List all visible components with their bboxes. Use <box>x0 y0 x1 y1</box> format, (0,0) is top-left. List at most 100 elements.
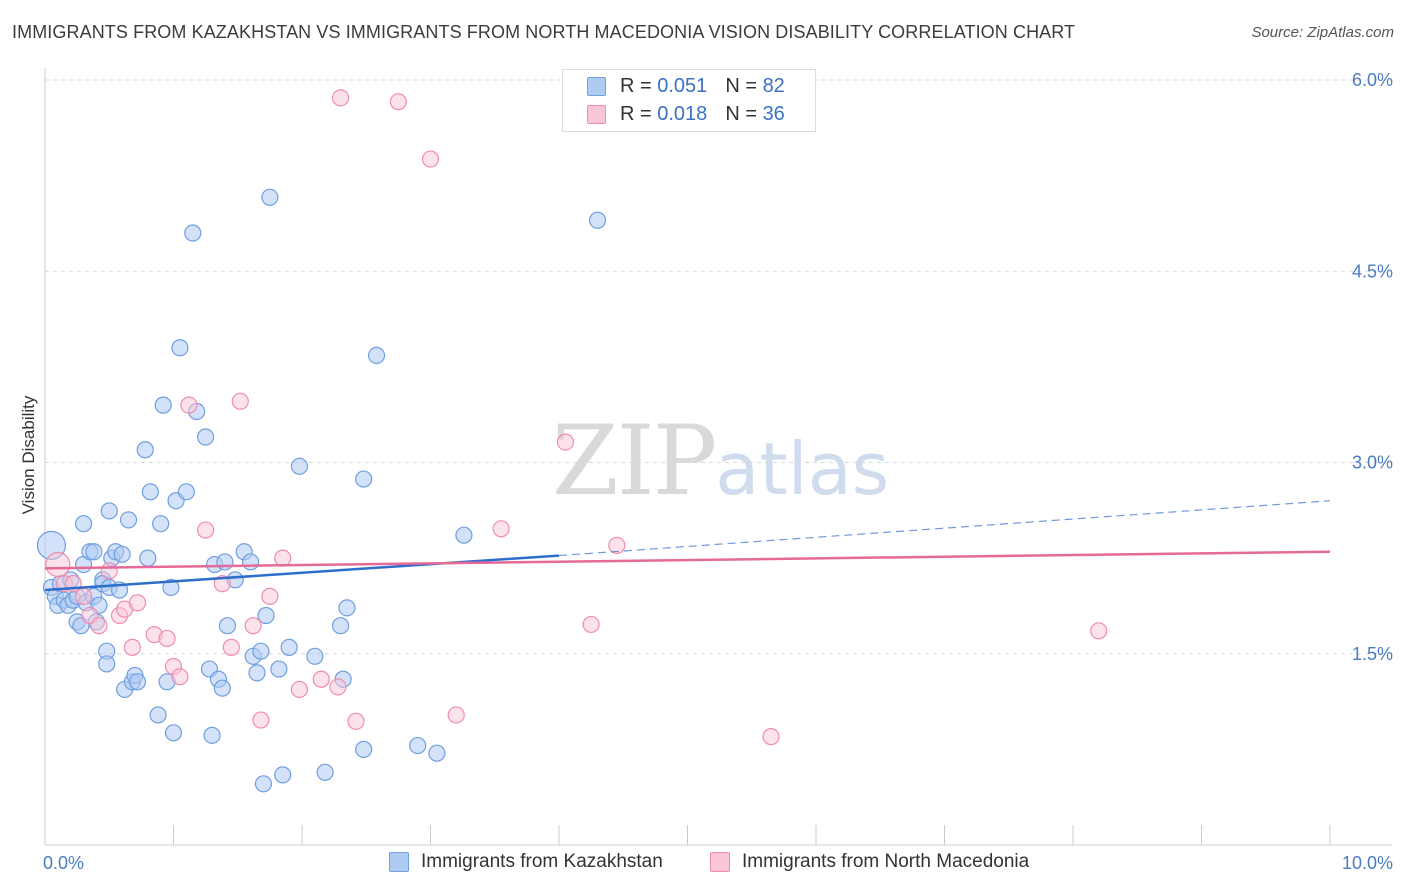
trend-line-kazakhstan-extension <box>558 500 1331 557</box>
data-point-kazakhstan <box>184 224 202 242</box>
data-point-north-macedonia <box>123 638 141 656</box>
data-point-kazakhstan <box>152 515 170 533</box>
data-point-kazakhstan <box>100 502 118 520</box>
data-point-north-macedonia <box>231 392 249 410</box>
legend-item-north-macedonia[interactable]: Immigrants from North Macedonia <box>710 851 1029 873</box>
x-tick-label: 0.0% <box>43 853 84 873</box>
data-point-kazakhstan <box>257 606 275 625</box>
data-point-north-macedonia <box>74 587 93 605</box>
data-point-kazakhstan <box>171 339 189 357</box>
legend-n-value: 82 <box>762 74 785 97</box>
data-point-kazakhstan <box>355 740 373 758</box>
data-point-north-macedonia <box>100 562 118 580</box>
data-point-north-macedonia <box>274 549 292 567</box>
data-point-kazakhstan <box>270 660 288 678</box>
chart-title: IMMIGRANTS FROM KAZAKHSTAN VS IMMIGRANTS… <box>12 22 1076 42</box>
data-point-north-macedonia <box>608 536 626 554</box>
data-point-north-macedonia <box>762 728 780 746</box>
data-point-kazakhstan <box>162 578 180 597</box>
data-point-kazakhstan <box>252 642 270 660</box>
data-point-north-macedonia <box>389 93 407 111</box>
legend-swatch-pink <box>710 852 730 872</box>
data-point-kazakhstan <box>128 673 147 691</box>
data-point-north-macedonia <box>492 520 510 538</box>
legend-item-kazakhstan[interactable]: Immigrants from Kazakhstan <box>389 851 663 873</box>
source-label: Source: ZipAtlas.com <box>1251 24 1394 41</box>
series-kazakhstan-points <box>36 188 607 793</box>
trend-lines <box>44 500 1331 592</box>
y-axis-title: Vision Disability <box>19 395 38 514</box>
data-point-kazakhstan <box>331 617 350 635</box>
data-point-north-macedonia <box>171 668 189 686</box>
legend-label-north-macedonia: Immigrants from North Macedonia <box>742 851 1030 872</box>
data-point-kazakhstan <box>85 543 103 561</box>
data-point-kazakhstan <box>409 736 427 755</box>
trend-line-north-macedonia <box>44 550 1331 570</box>
data-point-kazakhstan <box>154 396 172 414</box>
data-point-north-macedonia <box>447 706 465 724</box>
legend-n-label: N = <box>725 102 757 125</box>
data-point-north-macedonia <box>312 670 330 688</box>
data-point-north-macedonia <box>1090 622 1108 640</box>
correlation-legend: R = 0.051 N = 82 R = 0.018 N = 36 <box>562 69 816 132</box>
legend-label-kazakhstan: Immigrants from Kazakhstan <box>421 851 663 872</box>
data-point-kazakhstan <box>242 553 260 571</box>
data-point-north-macedonia <box>261 587 279 605</box>
data-point-north-macedonia <box>582 615 600 634</box>
data-point-kazakhstan <box>136 441 154 459</box>
y-tick-label: 3.0% <box>1352 453 1393 473</box>
data-point-kazakhstan <box>149 706 167 724</box>
data-point-kazakhstan <box>455 526 473 544</box>
data-point-kazakhstan <box>428 744 446 762</box>
data-point-kazakhstan <box>216 553 234 571</box>
data-point-north-macedonia <box>329 678 347 696</box>
data-point-north-macedonia <box>331 89 350 107</box>
data-point-north-macedonia <box>128 594 147 612</box>
legend-swatch-pink <box>587 104 606 124</box>
data-point-kazakhstan <box>248 664 266 682</box>
axes <box>44 68 1392 846</box>
data-point-north-macedonia <box>45 551 71 578</box>
data-point-north-macedonia <box>90 617 108 635</box>
data-point-kazakhstan <box>274 766 292 784</box>
data-point-kazakhstan <box>316 763 334 781</box>
x-tick-label: 10.0% <box>1342 853 1393 873</box>
legend-n-label: N = <box>725 74 757 97</box>
legend-row-kazakhstan: R = 0.051 N = 82 <box>587 73 785 99</box>
legend-r-value: 0.051 <box>657 74 708 97</box>
legend-r-value: 0.018 <box>657 102 708 125</box>
data-point-north-macedonia <box>252 711 270 729</box>
data-point-kazakhstan <box>280 638 298 656</box>
data-point-kazakhstan <box>306 647 324 665</box>
y-tick-label: 6.0% <box>1352 70 1393 90</box>
legend-r-label: R = <box>620 102 652 125</box>
data-point-kazakhstan <box>338 599 356 617</box>
data-point-kazakhstan <box>355 470 373 488</box>
data-point-kazakhstan <box>177 483 195 501</box>
data-point-kazakhstan <box>203 726 221 744</box>
data-point-north-macedonia <box>244 617 262 635</box>
legend-swatch-blue <box>389 852 409 872</box>
legend-swatch-blue <box>587 76 606 96</box>
data-point-kazakhstan <box>113 545 131 563</box>
data-point-kazakhstan <box>119 511 138 529</box>
data-point-kazakhstan <box>367 346 386 364</box>
legend-row-north-macedonia: R = 0.018 N = 36 <box>587 101 785 127</box>
data-point-kazakhstan <box>197 428 215 446</box>
data-point-kazakhstan <box>98 655 116 673</box>
series-legend: Immigrants from Kazakhstan Immigrants fr… <box>0 851 1406 879</box>
data-point-north-macedonia <box>158 629 176 648</box>
data-point-kazakhstan <box>588 211 607 229</box>
data-point-kazakhstan <box>141 483 159 501</box>
legend-n-value: 36 <box>762 102 785 125</box>
data-point-kazakhstan <box>139 549 157 567</box>
legend-r-label: R = <box>620 74 652 97</box>
trend-line-kazakhstan <box>44 554 560 592</box>
data-point-kazakhstan <box>74 515 93 533</box>
data-point-kazakhstan <box>164 724 183 742</box>
data-point-kazakhstan <box>213 679 231 697</box>
data-point-kazakhstan <box>218 617 237 635</box>
data-point-north-macedonia <box>222 638 240 656</box>
data-point-north-macedonia <box>197 521 215 539</box>
